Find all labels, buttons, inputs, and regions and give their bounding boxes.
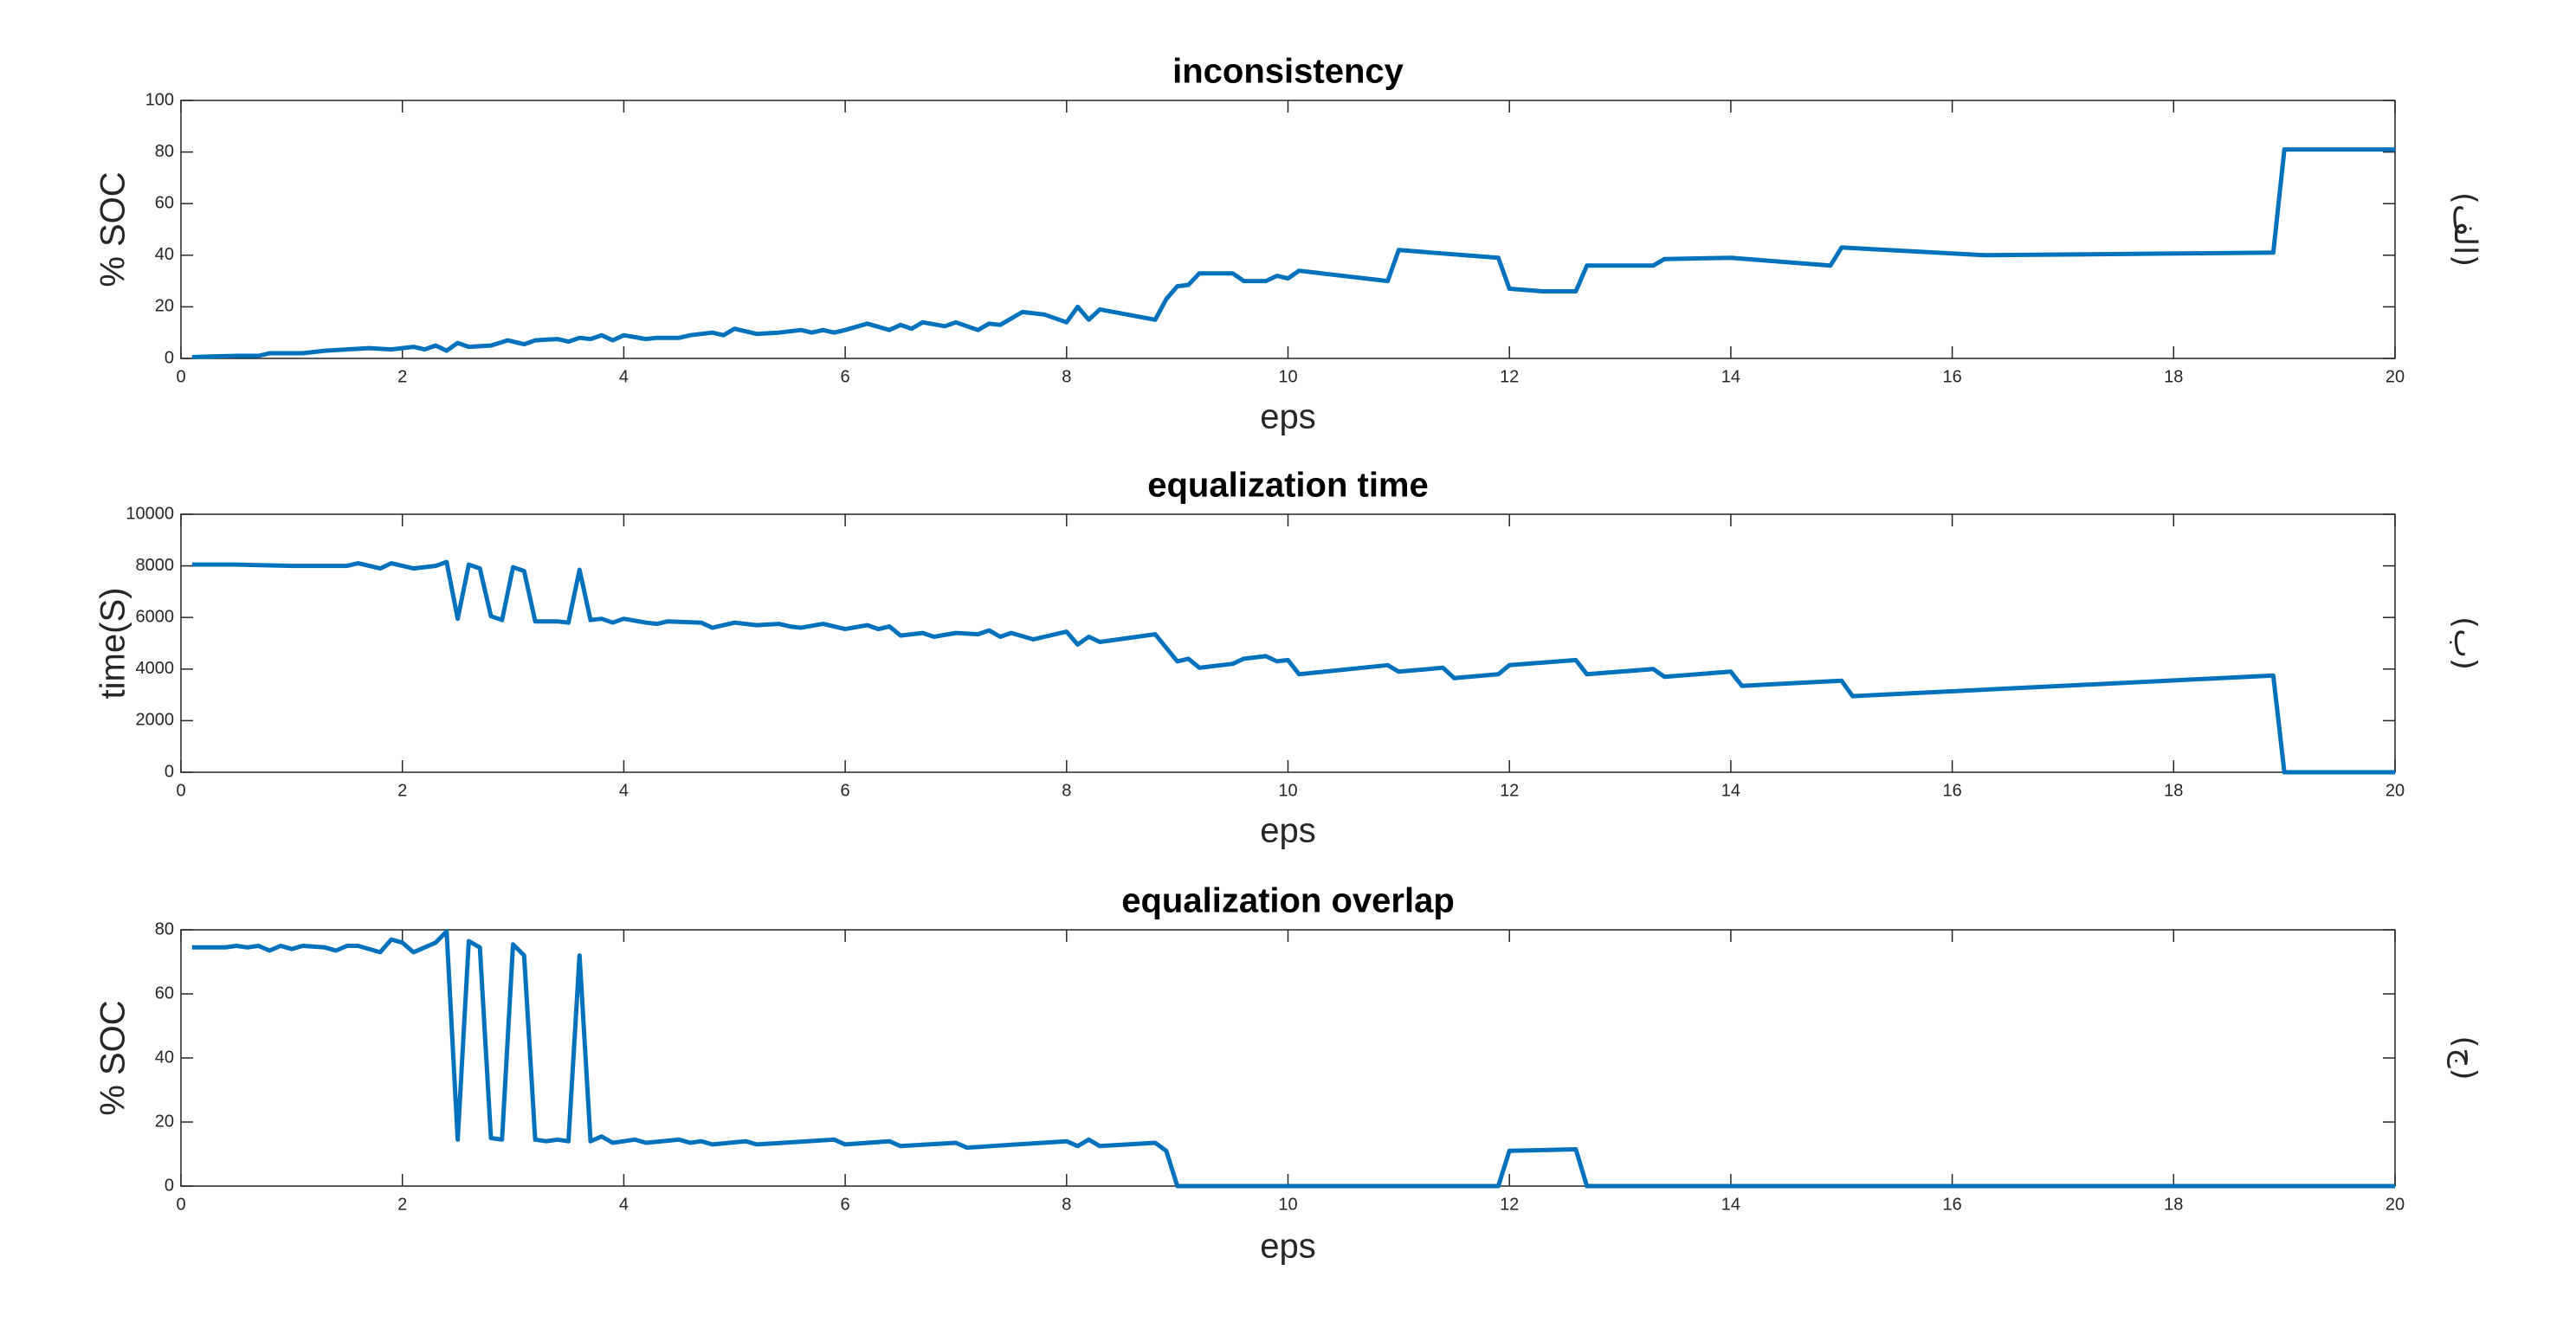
- y-tick-label: 40: [155, 1048, 174, 1067]
- y-tick-label: 100: [145, 90, 174, 109]
- x-tick-label: 14: [1721, 1195, 1740, 1214]
- y-tick-label: 20: [155, 297, 174, 316]
- x-tick-label: 4: [619, 781, 629, 800]
- x-tick-label: 14: [1721, 781, 1740, 800]
- y-tick-label: 8000: [136, 556, 175, 575]
- y-tick-label: 80: [155, 142, 174, 161]
- x-tick-label: 8: [1062, 781, 1071, 800]
- y-axis-label: % SOC: [94, 1000, 132, 1115]
- x-tick-label: 8: [1062, 367, 1071, 386]
- x-tick-label: 6: [841, 781, 850, 800]
- x-tick-label: 12: [1500, 781, 1519, 800]
- x-tick-label: 0: [176, 367, 185, 386]
- y-axis-label: time(S): [94, 588, 132, 700]
- y-tick-label: 10000: [126, 504, 174, 523]
- y-axis-label: % SOC: [94, 171, 132, 287]
- subplot: 0 2 4 6 8 10 12 14 16 18 20 0 2000 4000 6000 8000 10000 e…: [94, 467, 2482, 850]
- chart-title: equalization overlap: [1121, 882, 1455, 920]
- x-tick-label: 16: [1942, 1195, 1961, 1214]
- x-axis-label: eps: [1260, 812, 1316, 850]
- axes-box: [180, 929, 2396, 1187]
- x-tick-label: 4: [619, 367, 629, 386]
- y-tick-label: 4000: [136, 659, 175, 678]
- x-tick-label: 6: [841, 367, 850, 386]
- chart-title: equalization time: [1147, 467, 1429, 505]
- x-tick-label: 18: [2164, 781, 2183, 800]
- y-tick-label: 20: [155, 1112, 174, 1131]
- y-tick-label: 0: [165, 762, 174, 781]
- x-tick-label: 16: [1942, 367, 1961, 386]
- panel-label: (ج): [2447, 1035, 2482, 1080]
- y-tick-label: 2000: [136, 711, 175, 730]
- x-tick-label: 4: [619, 1195, 629, 1214]
- x-tick-label: 14: [1721, 367, 1740, 386]
- x-tick-label: 16: [1942, 781, 1961, 800]
- panel-label: (ب): [2447, 616, 2482, 670]
- axes-box: [180, 513, 2396, 773]
- chart-title: inconsistency: [1172, 53, 1404, 91]
- y-tick-label: 6000: [136, 607, 175, 626]
- axes-box: [180, 100, 2396, 359]
- x-tick-label: 12: [1500, 1195, 1519, 1214]
- y-tick-label: 40: [155, 245, 174, 264]
- y-tick-label: 60: [155, 193, 174, 212]
- x-axis-label: eps: [1260, 398, 1316, 436]
- subplot: 0 2 4 6 8 10 12 14 16 18 20 0 20 40 60 80 equalization o…: [94, 882, 2482, 1266]
- x-tick-label: 10: [1278, 1195, 1297, 1214]
- x-tick-label: 2: [397, 1195, 407, 1214]
- x-tick-label: 2: [397, 367, 407, 386]
- subplot: 0 2 4 6 8 10 12 14 16 18 20 0 20 40 60 80 100 inconsisten…: [94, 53, 2482, 436]
- x-tick-label: 20: [2386, 1195, 2405, 1214]
- x-tick-label: 12: [1500, 367, 1519, 386]
- x-tick-label: 10: [1278, 367, 1297, 386]
- x-tick-label: 0: [176, 1195, 185, 1214]
- y-tick-label: 80: [155, 919, 174, 938]
- x-tick-label: 20: [2386, 367, 2405, 386]
- x-axis-label: eps: [1260, 1228, 1316, 1266]
- x-tick-label: 0: [176, 781, 185, 800]
- y-tick-label: 60: [155, 984, 174, 1003]
- y-tick-label: 0: [165, 1176, 174, 1195]
- x-tick-label: 6: [841, 1195, 850, 1214]
- x-tick-label: 18: [2164, 367, 2183, 386]
- x-tick-label: 8: [1062, 1195, 1071, 1214]
- data-line: [191, 147, 2395, 359]
- data-line: [191, 559, 2395, 775]
- x-tick-label: 2: [397, 781, 407, 800]
- x-tick-label: 20: [2386, 781, 2405, 800]
- y-tick-label: 0: [165, 348, 174, 367]
- data-line: [191, 929, 2395, 1189]
- x-tick-label: 18: [2164, 1195, 2183, 1214]
- x-tick-label: 10: [1278, 781, 1297, 800]
- panel-label: (الف): [2447, 192, 2482, 267]
